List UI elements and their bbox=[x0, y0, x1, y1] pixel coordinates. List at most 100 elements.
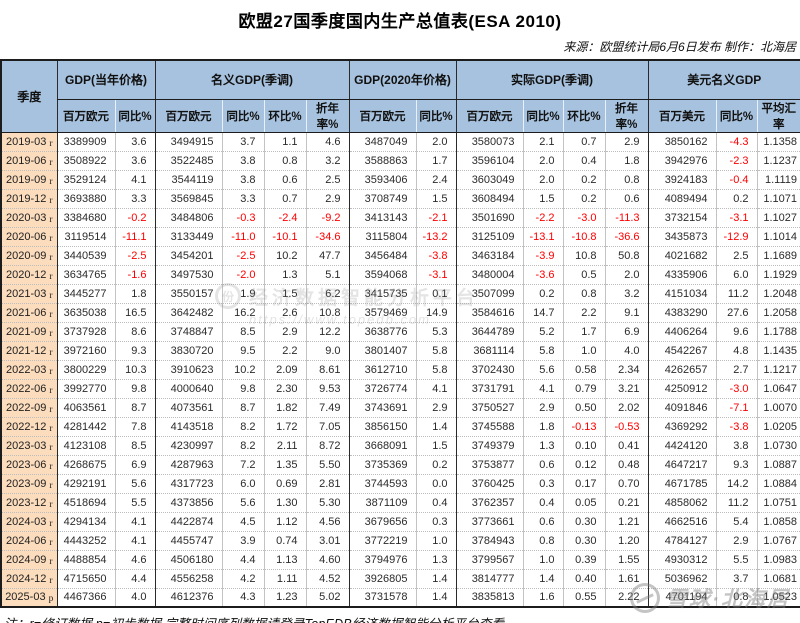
table-row: 2025-03 p 4467366 4.0 4612376 4.3 1.23 5.02 3731… bbox=[1, 587, 800, 607]
quarter-cell: 2022-03 r bbox=[1, 359, 57, 379]
value-cell: 0.5 bbox=[562, 264, 606, 284]
quarter-cell: 2021-06 r bbox=[1, 302, 57, 322]
value-cell: 0.40 bbox=[562, 568, 606, 588]
value-cell: 3.7 bbox=[221, 132, 264, 151]
value-cell: 11.2 bbox=[715, 492, 758, 512]
value-cell: 14.2 bbox=[715, 473, 758, 493]
value-cell: 3454201 bbox=[154, 245, 222, 265]
table-row: 2020-09 r 3440539 -2.5 3454201 -2.5 10.2 47.7 34… bbox=[1, 245, 800, 265]
quarter-cell: 2019-09 r bbox=[1, 169, 57, 189]
value-cell: 0.6 bbox=[522, 511, 564, 531]
revision-flag: r bbox=[49, 290, 53, 301]
value-cell: 3612710 bbox=[348, 359, 416, 379]
quarter-cell: 2022-06 r bbox=[1, 378, 57, 398]
value-cell: 3484806 bbox=[154, 207, 222, 227]
revision-flag: r bbox=[49, 138, 53, 149]
value-cell: 1.5 bbox=[415, 188, 457, 208]
value-cell: 4647217 bbox=[647, 454, 717, 474]
value-cell: 3456484 bbox=[348, 245, 416, 265]
quarter-cell: 2024-03 r bbox=[1, 511, 57, 531]
value-cell: -10.8 bbox=[562, 226, 606, 246]
value-cell: 3679656 bbox=[348, 511, 416, 531]
table-row: 2021-12 r 3972160 9.3 3830720 9.5 2.2 9.0 380140… bbox=[1, 340, 800, 360]
value-cell: 3608494 bbox=[455, 188, 524, 208]
value-cell: 4335906 bbox=[647, 264, 717, 284]
table-row: 2024-03 r 4294134 4.1 4422874 4.5 1.12 4.56 3679… bbox=[1, 511, 800, 531]
value-cell: 3.7 bbox=[715, 568, 758, 588]
value-cell: 3579469 bbox=[348, 302, 416, 322]
value-cell: 4467366 bbox=[56, 587, 115, 607]
value-cell: 2.5 bbox=[305, 169, 349, 189]
quarter-cell: 2020-06 r bbox=[1, 226, 57, 246]
value-cell: 1.0751 bbox=[756, 492, 800, 512]
value-cell: -11.1 bbox=[114, 226, 155, 246]
value-cell: 4930312 bbox=[647, 549, 717, 569]
value-cell: 3794976 bbox=[348, 549, 416, 569]
value-cell: 3588863 bbox=[348, 150, 416, 170]
value-cell: 4123108 bbox=[56, 435, 115, 455]
col-group-header: GDP(当年价格) bbox=[56, 60, 155, 100]
value-cell: 1.0647 bbox=[756, 378, 800, 398]
value-cell: -3.0 bbox=[715, 378, 758, 398]
value-cell: 4.60 bbox=[305, 549, 349, 569]
value-cell: 3735369 bbox=[348, 454, 416, 474]
value-cell: 0.30 bbox=[562, 511, 606, 531]
value-cell: 3.6 bbox=[114, 150, 155, 170]
revision-flag: r bbox=[49, 214, 53, 225]
value-cell: 0.30 bbox=[562, 530, 606, 550]
value-cell: -2.4 bbox=[263, 207, 306, 227]
value-cell: 2.02 bbox=[604, 397, 649, 417]
value-cell: 4406264 bbox=[647, 321, 717, 341]
value-cell: 5.5 bbox=[715, 549, 758, 569]
value-cell: 3772219 bbox=[348, 530, 416, 550]
value-cell: 8.5 bbox=[114, 435, 155, 455]
revision-flag: r bbox=[49, 404, 53, 415]
value-cell: 1.0884 bbox=[756, 473, 800, 493]
value-cell: 3681114 bbox=[455, 340, 524, 360]
sub-col-header: 折年率% bbox=[604, 99, 649, 133]
value-cell: 1.1119 bbox=[756, 169, 800, 189]
value-cell: 3750527 bbox=[455, 397, 524, 417]
value-cell: -13.1 bbox=[522, 226, 564, 246]
value-cell: 4784127 bbox=[647, 530, 717, 550]
value-cell: 0.55 bbox=[562, 587, 606, 607]
value-cell: 3972160 bbox=[56, 340, 115, 360]
value-cell: 3773661 bbox=[455, 511, 524, 531]
value-cell: 2.5 bbox=[715, 245, 758, 265]
value-cell: 50.8 bbox=[604, 245, 649, 265]
value-cell: 5.8 bbox=[522, 340, 564, 360]
value-cell: 2.0 bbox=[415, 132, 457, 151]
value-cell: 4.1 bbox=[522, 378, 564, 398]
value-cell: 4424120 bbox=[647, 435, 717, 455]
value-cell: 3.8 bbox=[221, 169, 264, 189]
revision-flag: r bbox=[49, 328, 53, 339]
value-cell: 4.56 bbox=[305, 511, 349, 531]
value-cell: 10.2 bbox=[221, 359, 264, 379]
value-cell: 2.30 bbox=[263, 378, 306, 398]
revision-flag: r bbox=[49, 556, 53, 567]
table-row: 2019-12 r 3693880 3.3 3569845 3.3 0.7 2.9 370874… bbox=[1, 188, 800, 208]
value-cell: 0.8 bbox=[562, 283, 606, 303]
value-cell: 3.3 bbox=[221, 188, 264, 208]
value-cell: 1.3 bbox=[415, 549, 457, 569]
sub-col-header: 同比% bbox=[221, 99, 264, 133]
value-cell: 5.6 bbox=[221, 492, 264, 512]
value-cell: 1.23 bbox=[263, 587, 306, 607]
quarter-cell: 2020-03 r bbox=[1, 207, 57, 227]
value-cell: 4262657 bbox=[647, 359, 717, 379]
value-cell: 4.1 bbox=[114, 530, 155, 550]
source-note: 来源：欧盟统计局6月6日发布 制作：北海居 bbox=[563, 40, 796, 54]
sub-col-header: 同比% bbox=[114, 99, 155, 133]
quarter-cell: 2024-09 r bbox=[1, 549, 57, 569]
value-cell: 3799567 bbox=[455, 549, 524, 569]
table-row: 2021-03 r 3445277 1.8 3550157 1.9 1.5 6.2 341573… bbox=[1, 283, 800, 303]
value-cell: 7.8 bbox=[114, 416, 155, 436]
quarter-cell: 2021-12 r bbox=[1, 340, 57, 360]
value-cell: 3508922 bbox=[56, 150, 115, 170]
value-cell: 3413143 bbox=[348, 207, 416, 227]
revision-flag: r bbox=[49, 252, 53, 263]
value-cell: -3.8 bbox=[415, 245, 457, 265]
value-cell: 2.81 bbox=[305, 473, 349, 493]
quarter-cell: 2020-12 r bbox=[1, 264, 57, 284]
value-cell: 3593406 bbox=[348, 169, 416, 189]
